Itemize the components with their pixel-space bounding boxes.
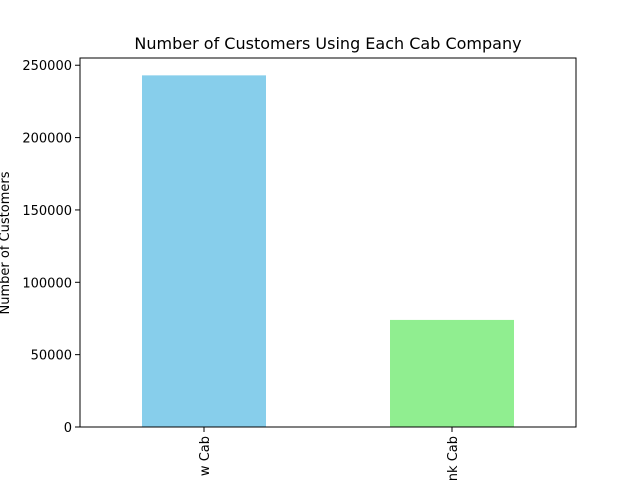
y-axis-ticks: 0 50000 100000 150000 200000 250000	[22, 59, 80, 436]
x-axis-ticks: w Cab nk Cab	[198, 427, 461, 480]
bar-0	[142, 75, 266, 427]
x-tick-label-0: w Cab	[198, 436, 213, 476]
y-tick-label-2: 100000	[22, 276, 72, 291]
y-tick-label-3: 150000	[22, 204, 72, 219]
x-tick-label-1: nk Cab	[446, 436, 461, 480]
y-tick-label-1: 50000	[31, 349, 72, 364]
y-tick-label-4: 200000	[22, 132, 72, 147]
chart-title: Number of Customers Using Each Cab Compa…	[134, 34, 521, 53]
y-axis-label: Number of Customers	[0, 171, 13, 314]
y-tick-label-5: 250000	[22, 59, 72, 74]
plot-frame	[79, 57, 577, 428]
y-tick-label-0: 0	[64, 421, 72, 436]
bar-1	[390, 319, 514, 427]
bars-group	[142, 75, 514, 427]
